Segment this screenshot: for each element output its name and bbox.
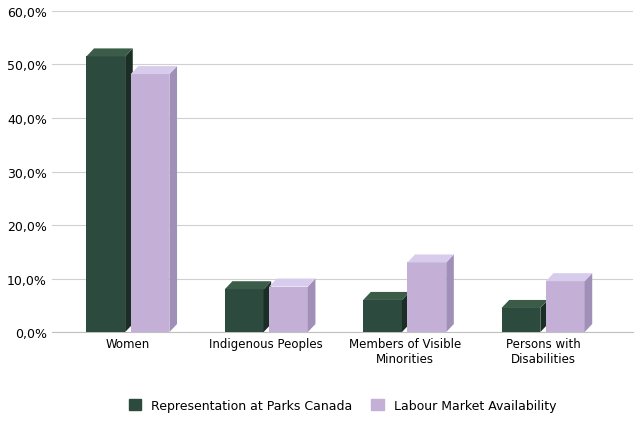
Bar: [502, 308, 540, 332]
Polygon shape: [446, 255, 454, 332]
Bar: [408, 263, 446, 332]
Polygon shape: [308, 279, 316, 332]
Bar: [131, 75, 170, 332]
Polygon shape: [540, 300, 548, 332]
Polygon shape: [170, 67, 177, 332]
Polygon shape: [269, 279, 316, 287]
Polygon shape: [264, 282, 271, 332]
Polygon shape: [546, 273, 592, 282]
Polygon shape: [584, 273, 592, 332]
Polygon shape: [225, 282, 271, 290]
Polygon shape: [363, 292, 410, 300]
Polygon shape: [502, 300, 548, 308]
Bar: [546, 282, 584, 332]
Polygon shape: [402, 292, 410, 332]
Polygon shape: [408, 255, 454, 263]
Polygon shape: [86, 49, 132, 58]
Polygon shape: [131, 67, 177, 75]
Legend: Representation at Parks Canada, Labour Market Availability: Representation at Parks Canada, Labour M…: [125, 395, 560, 416]
Bar: [269, 287, 308, 332]
Bar: [86, 58, 125, 332]
Polygon shape: [125, 49, 132, 332]
Bar: [363, 300, 402, 332]
Bar: [225, 290, 264, 332]
